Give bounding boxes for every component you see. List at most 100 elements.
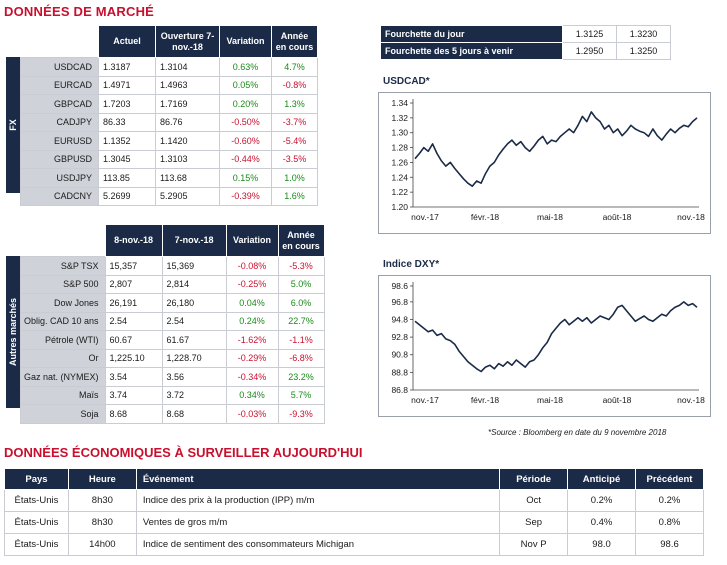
y-tick-label: 90.8 <box>391 350 408 360</box>
usdcad-chart-svg: 1.20 1.22 1.24 1.26 1.28 1.30 1.32 1.34 nov.-17 f… <box>391 98 705 222</box>
time: 8h30 <box>67 511 137 534</box>
value-current: 1.7203 <box>98 94 156 114</box>
value-previous: 15,369 <box>161 256 227 276</box>
variation: 0.04% <box>225 293 279 313</box>
year-to-date: -1.1% <box>277 330 325 350</box>
value-previous: 26,180 <box>161 293 227 313</box>
fx-header-ouverture: Ouverture 7-nov.-18 <box>155 25 220 58</box>
instrument-name: Maïs <box>20 385 106 405</box>
eco-header-precedent: Précédent <box>635 468 704 490</box>
variation: 0.15% <box>219 168 272 188</box>
value-current: 15,357 <box>104 256 163 276</box>
variation: -0.50% <box>219 112 272 132</box>
table-row: S&P 500 2,807 2,814 -0.25% 5.0% <box>20 274 325 294</box>
value-current: 86.33 <box>98 112 156 132</box>
period: Nov P <box>499 533 569 556</box>
variation: -1.62% <box>225 330 279 350</box>
instrument-name: Or <box>20 348 106 368</box>
x-tick-label: nov.-17 <box>411 395 439 405</box>
table-row: CADCNY 5.2699 5.2905 -0.39% 1.6% <box>20 186 318 206</box>
value-current: 8.68 <box>104 404 163 424</box>
value-previous: 5.2905 <box>155 186 220 206</box>
series-line <box>414 301 698 373</box>
variation: 0.34% <box>225 385 279 405</box>
y-tick-label: 1.28 <box>391 143 408 153</box>
y-tick-label: 96.8 <box>391 297 408 307</box>
usdcad-range-table: Fourchette du jour 1.3125 1.3230 Fourche… <box>380 25 671 60</box>
year-to-date: -3.7% <box>271 112 318 132</box>
value-previous: 2,814 <box>161 274 227 294</box>
value-previous: 61.67 <box>161 330 227 350</box>
table-row: États-Unis 8h30 Ventes de gros m/m Sep 0.4% 0… <box>4 511 704 534</box>
year-to-date: 23.2% <box>277 367 325 387</box>
value-previous: 86.76 <box>155 112 220 132</box>
instrument-name: CADJPY <box>20 112 99 132</box>
instrument-name: Gaz nat. (NYMEX) <box>20 367 106 387</box>
x-tick-label: mai-18 <box>537 395 563 405</box>
table-row: CADJPY 86.33 86.76 -0.50% -3.7% <box>20 112 318 132</box>
x-tick-label: févr.-18 <box>471 212 500 222</box>
year-to-date: -9.3% <box>277 404 325 424</box>
table-row: Soja 8.68 8.68 -0.03% -9.3% <box>20 404 325 424</box>
value-current: 60.67 <box>104 330 163 350</box>
instrument-name: EURUSD <box>20 131 99 151</box>
fx-header-variation: Variation <box>219 25 272 58</box>
variation: 0.20% <box>219 94 272 114</box>
eco-header-anticipe: Anticipé <box>567 468 636 490</box>
value-current: 1.3045 <box>98 149 156 169</box>
year-to-date: -6.8% <box>277 348 325 368</box>
y-tick-label: 1.30 <box>391 128 408 138</box>
instrument-name: Dow Jones <box>20 293 106 313</box>
value-previous: 8.68 <box>161 404 227 424</box>
table-row: EURUSD 1.1352 1.1420 -0.60% -5.4% <box>20 131 318 151</box>
x-tick-label: nov.-18 <box>677 395 705 405</box>
instrument-name: USDCAD <box>20 57 99 77</box>
x-tick-label: févr.-18 <box>471 395 500 405</box>
fx-header-ytd: Année en cours <box>271 25 318 58</box>
variation: 0.05% <box>219 75 272 95</box>
country: États-Unis <box>4 511 69 534</box>
y-tick-label: 86.8 <box>391 385 408 395</box>
table-row: Or 1,225.10 1,228.70 -0.29% -6.8% <box>20 348 325 368</box>
x-tick-label: août-18 <box>603 395 632 405</box>
value-previous: 1,228.70 <box>161 348 227 368</box>
x-tick-label: août-18 <box>603 212 632 222</box>
eco-header-heure: Heure <box>67 468 137 490</box>
variation: -0.34% <box>225 367 279 387</box>
instrument-name: S&P 500 <box>20 274 106 294</box>
table-row: Oblig. CAD 10 ans 2.54 2.54 0.24% 22.7% <box>20 311 325 331</box>
other-header-date2: 7-nov.-18 <box>161 224 227 257</box>
source-note: *Source : Bloomberg en date du 9 novembr… <box>488 428 667 437</box>
table-row: GBPUSD 1.3045 1.3103 -0.44% -3.5% <box>20 149 318 169</box>
year-to-date: 6.0% <box>277 293 325 313</box>
usdcad-chart: 1.20 1.22 1.24 1.26 1.28 1.30 1.32 1.34 nov.-17 f… <box>378 92 711 234</box>
table-row: Pétrole (WTI) 60.67 61.67 -1.62% -1.1% <box>20 330 325 350</box>
value-current: 1,225.10 <box>104 348 163 368</box>
y-tick-label: 94.8 <box>391 314 408 324</box>
y-tick-label: 98.6 <box>391 281 408 291</box>
table-row: Gaz nat. (NYMEX) 3.54 3.56 -0.34% 23.2% <box>20 367 325 387</box>
year-to-date: 1.6% <box>271 186 318 206</box>
table-row: USDJPY 113.85 113.68 0.15% 1.0% <box>20 168 318 188</box>
instrument-name: Oblig. CAD 10 ans <box>20 311 106 331</box>
previous: 0.2% <box>635 489 704 512</box>
range-label: Fourchette du jour <box>380 25 563 43</box>
variation: 0.63% <box>219 57 272 77</box>
y-tick-label: 1.32 <box>391 113 408 123</box>
x-tick-label: nov.-17 <box>411 212 439 222</box>
value-previous: 1.4963 <box>155 75 220 95</box>
expected: 0.2% <box>567 489 636 512</box>
variation: -0.03% <box>225 404 279 424</box>
eco-header-periode: Période <box>499 468 569 490</box>
variation: -0.60% <box>219 131 272 151</box>
value-current: 2,807 <box>104 274 163 294</box>
year-to-date: 1.0% <box>271 168 318 188</box>
range-high: 1.3250 <box>616 42 671 60</box>
period: Oct <box>499 489 569 512</box>
other-markets-table: 8-nov.-18 7-nov.-18 Variation Année en c… <box>20 224 325 424</box>
value-previous: 3.56 <box>161 367 227 387</box>
variation: -0.08% <box>225 256 279 276</box>
value-previous: 2.54 <box>161 311 227 331</box>
dxy-chart-svg: 86.8 88.8 90.8 92.8 94.8 96.8 98.6 nov.-17 févr.… <box>391 281 705 405</box>
value-current: 3.54 <box>104 367 163 387</box>
